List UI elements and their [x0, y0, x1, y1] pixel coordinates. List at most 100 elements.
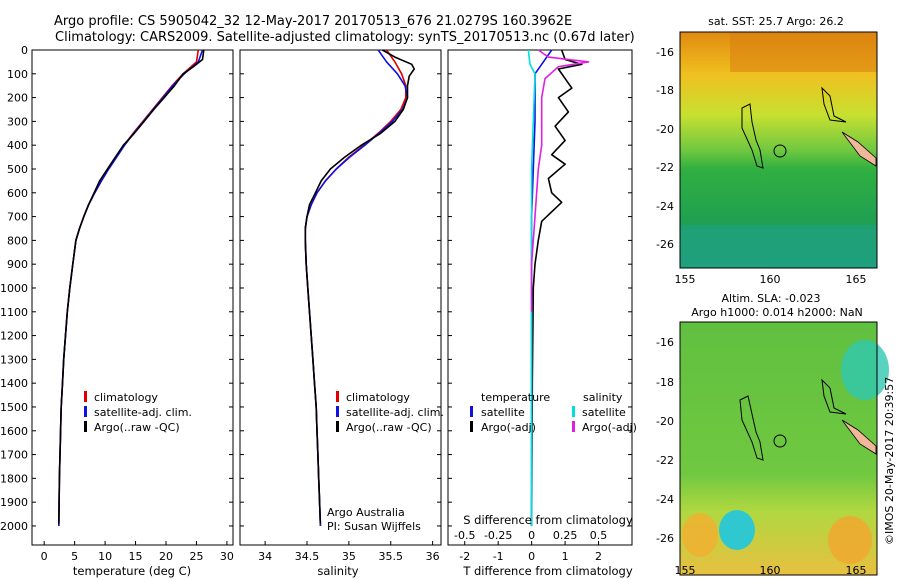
- difference-panel: [447, 49, 633, 546]
- legend-label-satellite: satellite-adj. clim.: [94, 406, 192, 419]
- legend-label-t-argo: Argo(-adj): [481, 421, 536, 434]
- sst-xtick: 160: [760, 273, 781, 286]
- x-tick-label: 0: [528, 550, 535, 563]
- x-tick-label: 35.5: [379, 550, 404, 563]
- sst-map: [679, 31, 878, 269]
- sst-ytick: -22: [656, 161, 674, 174]
- temperature-xlabel: temperature (deg C): [73, 564, 191, 578]
- series-line-satellite-adj-clim-: [58, 49, 204, 527]
- legend-label-s-argo: Argo(-adj): [582, 421, 637, 434]
- x-tick-label: -2: [459, 550, 470, 563]
- argo-location-marker: [773, 434, 787, 448]
- y-tick-label: 1400: [0, 377, 28, 390]
- x-tick-label: 20: [159, 550, 173, 563]
- y-tick-label: 2000: [0, 520, 28, 533]
- temperature-panel: [31, 49, 234, 546]
- sst-ytick: -26: [656, 238, 674, 251]
- s-tick-label: -0.5: [454, 529, 475, 542]
- x-tick-label: 2: [595, 550, 602, 563]
- sla-ytick: -18: [656, 376, 674, 389]
- legend-label-satellite: satellite-adj. clim.: [346, 406, 444, 419]
- sst-ytick: -18: [656, 84, 674, 97]
- x-tick-label: 36: [426, 550, 440, 563]
- sla-ytick: -24: [656, 493, 674, 506]
- salinity-plot: 34 34.5 35 35.5 36: [240, 49, 441, 563]
- sla-xtick: 165: [846, 564, 867, 577]
- s-difference-xlabel: S difference from climatology: [463, 513, 633, 527]
- legend-swatch-s-argo: [572, 421, 575, 432]
- y-tick-label: 1800: [0, 472, 28, 485]
- y-tick-label: 1300: [0, 353, 28, 366]
- t-difference-xlabel: T difference from climatology: [462, 564, 633, 578]
- y-tick-label: 1200: [0, 330, 28, 343]
- x-tick-label: 25: [189, 550, 203, 563]
- salinity-annotation-line1: Argo Australia: [327, 506, 405, 519]
- y-tick-label: 1500: [0, 401, 28, 414]
- series-line-argo-raw-qc-: [58, 49, 205, 524]
- sst-warm-patch: [730, 32, 877, 72]
- s-tick-label: 0.25: [553, 529, 578, 542]
- sst-map-title: sat. SST: 25.7 Argo: 26.2: [708, 15, 844, 28]
- y-tick-label: 900: [7, 258, 28, 271]
- sla-ytick: -20: [656, 415, 674, 428]
- legend-label-argo: Argo(..raw -QC): [94, 421, 180, 434]
- y-tick-label: 1600: [0, 425, 28, 438]
- salinity-annotation-line2: PI: Susan Wijffels: [327, 520, 421, 533]
- series-line-climatology: [304, 49, 407, 527]
- argo-location-marker: [773, 144, 787, 158]
- series-line-argo-adj-: [530, 49, 590, 312]
- sla-map-axes: -16 -18 -20 -22 -24 -26 155 160 165: [656, 336, 866, 577]
- y-tick-label: 100: [7, 68, 28, 81]
- series-line-argo-adj-: [530, 49, 583, 527]
- coastline: [741, 103, 764, 169]
- y-tick-label: 1000: [0, 282, 28, 295]
- legend-label-t-satellite: satellite: [481, 406, 525, 419]
- sst-map-axes: -16 -18 -20 -22 -24 -26 155 160 165: [656, 46, 866, 286]
- legend-swatch-argo: [336, 421, 339, 432]
- salinity-legend: climatology satellite-adj. clim. Argo(..…: [336, 391, 444, 434]
- difference-plot: -2 -1 0 1 2 -0.5 -0.25 0 0.25 0.5: [448, 49, 632, 563]
- sst-map-frame: [679, 31, 878, 269]
- legend-label-climatology: climatology: [346, 391, 410, 404]
- legend-swatch-t-argo: [470, 421, 473, 432]
- series-line-argo-raw-qc-: [304, 49, 415, 524]
- x-tick-label: 10: [98, 550, 112, 563]
- x-tick-label: -1: [493, 550, 504, 563]
- y-tick-label: 500: [7, 163, 28, 176]
- sla-map-title-line1: Altim. SLA: -0.023: [721, 292, 820, 305]
- legend-swatch-climatology: [84, 391, 87, 402]
- legend-swatch-argo: [84, 421, 87, 432]
- figure-title-line2: Climatology: CARS2009. Satellite-adjuste…: [55, 30, 635, 45]
- legend-swatch-climatology: [336, 391, 339, 402]
- sst-cool-patch: [680, 225, 877, 268]
- sla-high-anomaly: [841, 340, 889, 400]
- salinity-panel: [239, 49, 442, 546]
- y-tick-label: 700: [7, 211, 28, 224]
- coastline: [821, 86, 847, 123]
- sla-map: [679, 321, 889, 576]
- new-caledonia-land: [841, 419, 877, 455]
- legend-swatch-satellite: [336, 406, 339, 417]
- sla-ytick: -16: [656, 336, 674, 349]
- x-tick-label: 5: [71, 550, 78, 563]
- sla-xtick: 160: [760, 564, 781, 577]
- x-tick-label: 0: [41, 550, 48, 563]
- series-line-climatology: [58, 49, 200, 527]
- sst-ytick: -20: [656, 123, 674, 136]
- s-tick-label: 0.5: [590, 529, 608, 542]
- s-tick-label: 0: [528, 529, 535, 542]
- legend-label-argo: Argo(..raw -QC): [346, 421, 432, 434]
- figure-title-line1: Argo profile: CS 5905042_32 12-May-2017 …: [54, 14, 572, 29]
- sla-map-title-line2: Argo h1000: 0.014 h2000: NaN: [691, 306, 863, 319]
- coastline: [739, 395, 764, 461]
- sla-ytick: -26: [656, 532, 674, 545]
- sla-ytick: -22: [656, 454, 674, 467]
- sst-ytick: -24: [656, 200, 674, 213]
- legend-title-salinity: salinity: [583, 391, 623, 404]
- difference-legend: temperature salinity satellite Argo(-adj…: [470, 391, 637, 434]
- y-tick-label: 1700: [0, 449, 28, 462]
- x-tick-label: 15: [129, 550, 143, 563]
- series-line-satellite: [527, 49, 536, 526]
- credit-text: ©IMOS 20-May-2017 20:39:57: [883, 377, 896, 545]
